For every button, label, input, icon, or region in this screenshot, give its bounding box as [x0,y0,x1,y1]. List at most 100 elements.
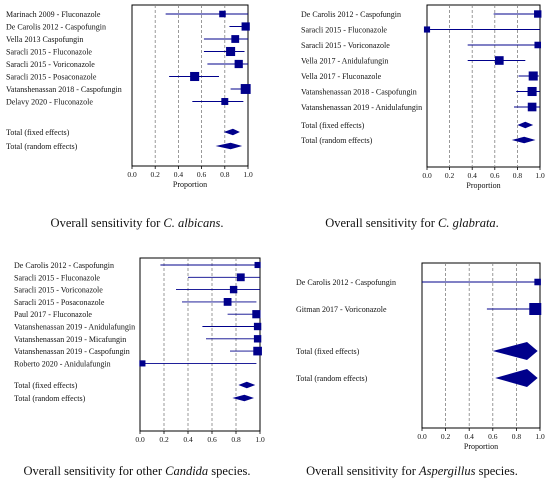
study-point-marker [534,278,541,286]
forest-panel-3: 0.0 0.2 0.4 0.6 0.8 1.0 De Carolis 2012 - Casp… [14,257,265,478]
x-tick-label: 0.6 [490,171,500,180]
study-label: Vella 2017 - Anidulafungin [301,57,388,66]
caption-species: Candida [165,464,208,478]
x-tick-label: 0.8 [513,171,523,180]
plot-frame [139,257,261,432]
study-point-marker [253,346,262,356]
caption-species: C. albicans [163,216,220,230]
study-label: Saracli 2015 - Voriconazole [6,60,95,69]
study-point-marker [226,46,236,57]
x-tick-label: 1.0 [535,432,545,441]
study-point-marker [534,10,542,18]
plot-frame [426,4,541,168]
x-tick-label: 0.6 [197,170,207,179]
x-tick-label: 0.4 [468,171,478,180]
study-point-marker [231,35,240,43]
study-point-marker [254,261,261,269]
study-point-marker [229,285,238,294]
x-axis-label: Proportion [173,180,207,189]
total-diamond [223,128,240,136]
total-label: Total (fixed effects) [14,381,78,390]
total-label: Total (fixed effects) [301,121,365,130]
study-point-marker [240,84,251,94]
study-label: Vella 2013 Caspofungin [6,35,83,44]
total-label: Total (random effects) [14,394,86,403]
total-diamond [511,136,536,144]
study-point-marker [527,86,537,97]
panel-caption: Overall sensitivity for C. glabrata. [325,216,499,230]
total-label: Total (random effects) [301,136,373,145]
caption-prefix: Overall sensitivity for [51,216,164,230]
study-point-marker [534,41,542,49]
forest-panel-2: 0.0 0.2 0.4 0.6 0.8 1.0 Proportion De Carolis 2… [301,4,545,230]
study-point-marker [252,310,261,319]
caption-prefix: Overall sensitivity for other [23,464,165,478]
study-label: Roberto 2020 - Anidulafungin [14,359,111,368]
x-tick-label: 0.0 [417,432,427,441]
study-label: Vatanshenassan 2019 - Caspofungin [14,347,130,356]
study-point-marker [221,98,229,105]
x-tick-label: 0.4 [174,170,184,179]
caption-prefix: Overall sensitivity for [306,464,419,478]
study-label: Vatanshenassan 2019 - Micafungin [14,335,126,344]
plot-frame [421,262,541,429]
study-label: Saracli 2015 - Posaconazole [6,73,97,82]
x-tick-label: 0.4 [465,432,475,441]
x-tick-label: 0.2 [445,171,455,180]
total-diamond [495,369,538,387]
panel-caption: Overall sensitivity for other Candida sp… [23,464,250,478]
study-label: De Carolis 2012 - Caspofungin [301,10,401,19]
x-axis-label: Proportion [466,181,500,190]
total-diamond [492,342,538,360]
study-label: Saracli 2015 - Voriconazole [301,41,390,50]
total-label: Total (fixed effects) [296,347,360,356]
x-tick-label: 0.2 [151,170,161,179]
caption-species: C. glabrata [438,216,496,230]
study-point-marker [529,303,542,315]
study-label: Saracli 2015 - Voriconazole [14,286,103,295]
x-tick-label: 0.8 [220,170,230,179]
study-point-marker [253,335,262,343]
total-diamond [517,121,534,129]
study-label: Paul 2017 - Fluconazole [14,310,92,319]
x-tick-label: 0.0 [127,170,137,179]
study-point-marker [527,102,537,112]
x-tick-label: 0.2 [159,435,169,444]
study-point-marker [236,273,245,282]
plot-frame [131,4,249,167]
study-label: De Carolis 2012 - Caspofungin [14,261,114,270]
study-label: Saracli 2015 - Fluconazole [301,26,387,35]
x-tick-label: 0.6 [207,435,217,444]
study-label: Saracli 2015 - Posaconazole [14,298,105,307]
x-tick-label: 1.0 [243,170,253,179]
study-label: Vella 2017 - Fluconazole [301,72,382,81]
x-tick-label: 0.0 [422,171,432,180]
total-label: Total (fixed effects) [6,128,70,137]
forest-panel-4: 0.0 0.2 0.4 0.6 0.8 1.0 Proportion De Carolis 2… [296,262,545,478]
study-label: Delavy 2020 - Fluconazole [6,98,93,107]
caption-prefix: Overall sensitivity for [325,216,438,230]
x-tick-label: 0.4 [183,435,193,444]
caption-species: Aspergillus [418,464,476,478]
study-point-marker [139,360,146,367]
total-label: Total (random effects) [6,142,78,151]
total-diamond [215,142,243,150]
panel-caption: Overall sensitivity for C. albicans. [51,216,224,230]
forest-panel-1: 0.0 0.2 0.4 0.6 0.8 1.0 Proportion Marinach 200… [6,4,253,230]
study-label: Vatanshenassan 2019 - Anidulafungin [14,323,135,332]
x-tick-label: 0.2 [441,432,451,441]
x-axis-label: Proportion [464,442,498,451]
study-point-marker [495,56,504,65]
study-point-marker [234,59,243,69]
caption-suffix: . [496,216,499,230]
study-point-marker [219,10,226,18]
study-point-marker [223,298,232,306]
study-point-marker [423,26,431,33]
x-tick-label: 1.0 [535,171,545,180]
caption-suffix: . [220,216,223,230]
x-tick-label: 0.8 [512,432,522,441]
study-label: Vatanshenassan 2019 - Anidulafungin [301,103,422,112]
study-label: Vatanshenassan 2018 - Caspofungin [6,85,122,94]
study-label: De Carolis 2012 - Caspofungin [296,278,396,287]
